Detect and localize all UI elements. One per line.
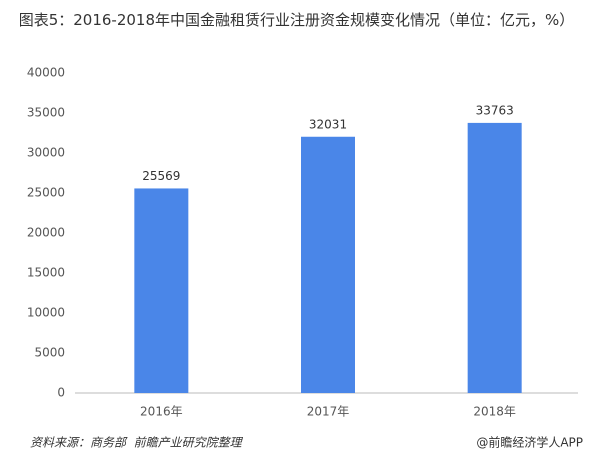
bar (301, 136, 355, 393)
credit: @前瞻经济学人APP (476, 435, 583, 450)
y-tick-label: 40000 (27, 66, 65, 80)
y-tick-label: 20000 (27, 226, 65, 240)
y-tick-label: 5000 (34, 346, 65, 360)
x-tick-label: 2018年 (473, 405, 516, 419)
data-label: 32031 (309, 117, 347, 131)
data-label: 25569 (142, 169, 180, 183)
y-tick-label: 0 (57, 386, 65, 400)
y-tick-label: 25000 (27, 186, 65, 200)
chart-title: 图表5：2016-2018年中国金融租赁行业注册资金规模变化情况（单位：亿元，%… (18, 11, 575, 29)
x-tick-label: 2017年 (307, 405, 350, 419)
y-tick-label: 15000 (27, 266, 65, 280)
source-note: 资料来源：商务部 前瞻产业研究院整理 (30, 436, 244, 450)
y-tick-label: 35000 (27, 106, 65, 120)
y-tick-label: 10000 (27, 306, 65, 320)
y-tick-label: 30000 (27, 146, 65, 160)
data-label: 33763 (476, 103, 514, 117)
x-tick-label: 2016年 (140, 405, 183, 419)
bar (134, 188, 189, 393)
bar (467, 122, 522, 394)
